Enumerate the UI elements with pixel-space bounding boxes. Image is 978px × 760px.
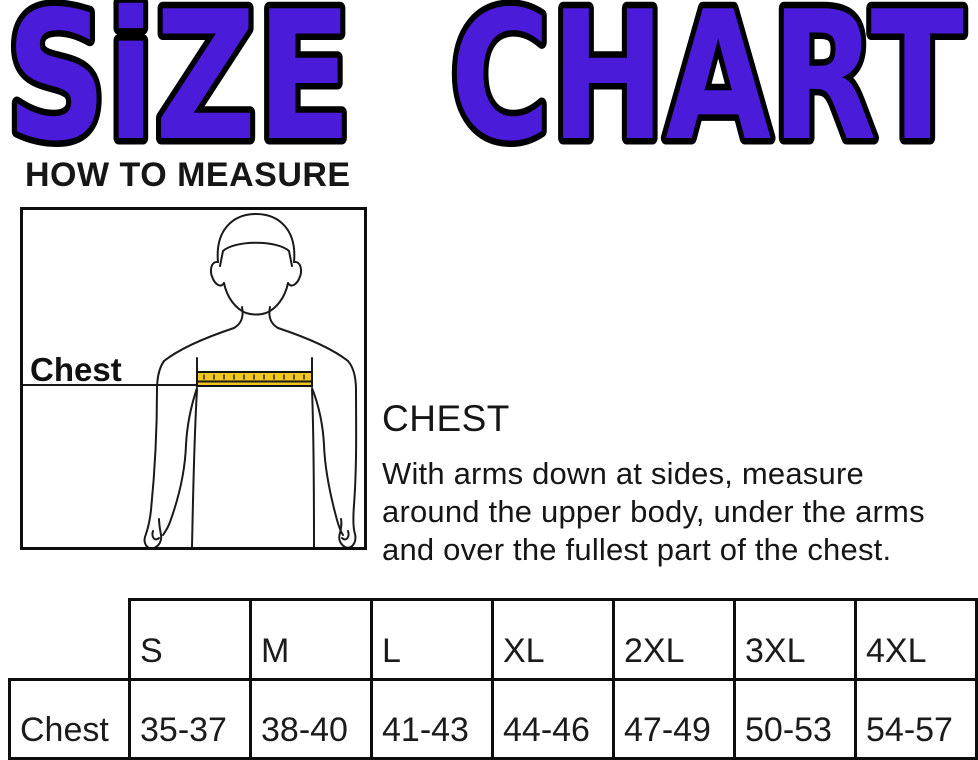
instruction-line: and over the fullest part of the chest. [382,532,892,567]
measuring-tape [196,371,313,387]
instruction-line: With arms down at sides, measure [382,456,864,491]
figure-torso [191,357,315,547]
chest-instructions-text: With arms down at sides, measure around … [382,455,978,569]
size-header-row: S M L XL 2XL 3XL 4XL [10,598,978,681]
figure-arms [143,360,358,547]
measuring-tape-ticks [203,374,305,380]
size-col-header-l: L [370,598,494,681]
size-col-header-s: S [128,598,252,681]
how-to-measure-heading: HOW TO MEASURE [25,156,351,194]
table-blank-corner [10,600,130,680]
chest-value-s: 35-37 [128,678,252,760]
size-col-header-xl: XL [491,598,615,681]
chest-value-4xl: 54-57 [854,678,978,760]
chest-value-2xl: 47-49 [612,678,736,760]
size-col-header-m: M [249,598,373,681]
chest-diagram-label: Chest [30,351,122,388]
instruction-line: around the upper body, under the arms [382,494,925,529]
title-art: SiZE CHART [0,0,971,152]
size-col-header-3xl: 3XL [733,598,857,681]
chest-value-m: 38-40 [249,678,373,760]
chest-measurements-row: Chest 35-37 38-40 41-43 44-46 47-49 50-5… [8,678,978,760]
row-label-chest: Chest [8,678,131,760]
figure-shoulders [163,306,349,362]
chest-value-xl: 44-46 [491,678,615,760]
size-table-container: S M L XL 2XL 3XL 4XL Chest 35-37 38-40 4… [8,598,978,760]
size-table: S M L XL 2XL 3XL 4XL Chest 35-37 38-40 4… [8,598,978,760]
chest-value-l: 41-43 [370,678,494,760]
torso-illustration: Chest [23,212,358,547]
figure-head [209,212,303,316]
measurement-figure-box: Chest [20,207,367,550]
size-col-header-2xl: 2XL [612,598,736,681]
chest-section-heading: CHEST [382,398,510,439]
title-word-chart: CHART [450,0,964,152]
chest-value-3xl: 50-53 [733,678,857,760]
size-col-header-4xl: 4XL [854,598,978,681]
title-word-size: SiZE [6,0,352,152]
chest-instructions-section: CHEST With arms down at sides, measure a… [382,398,978,569]
